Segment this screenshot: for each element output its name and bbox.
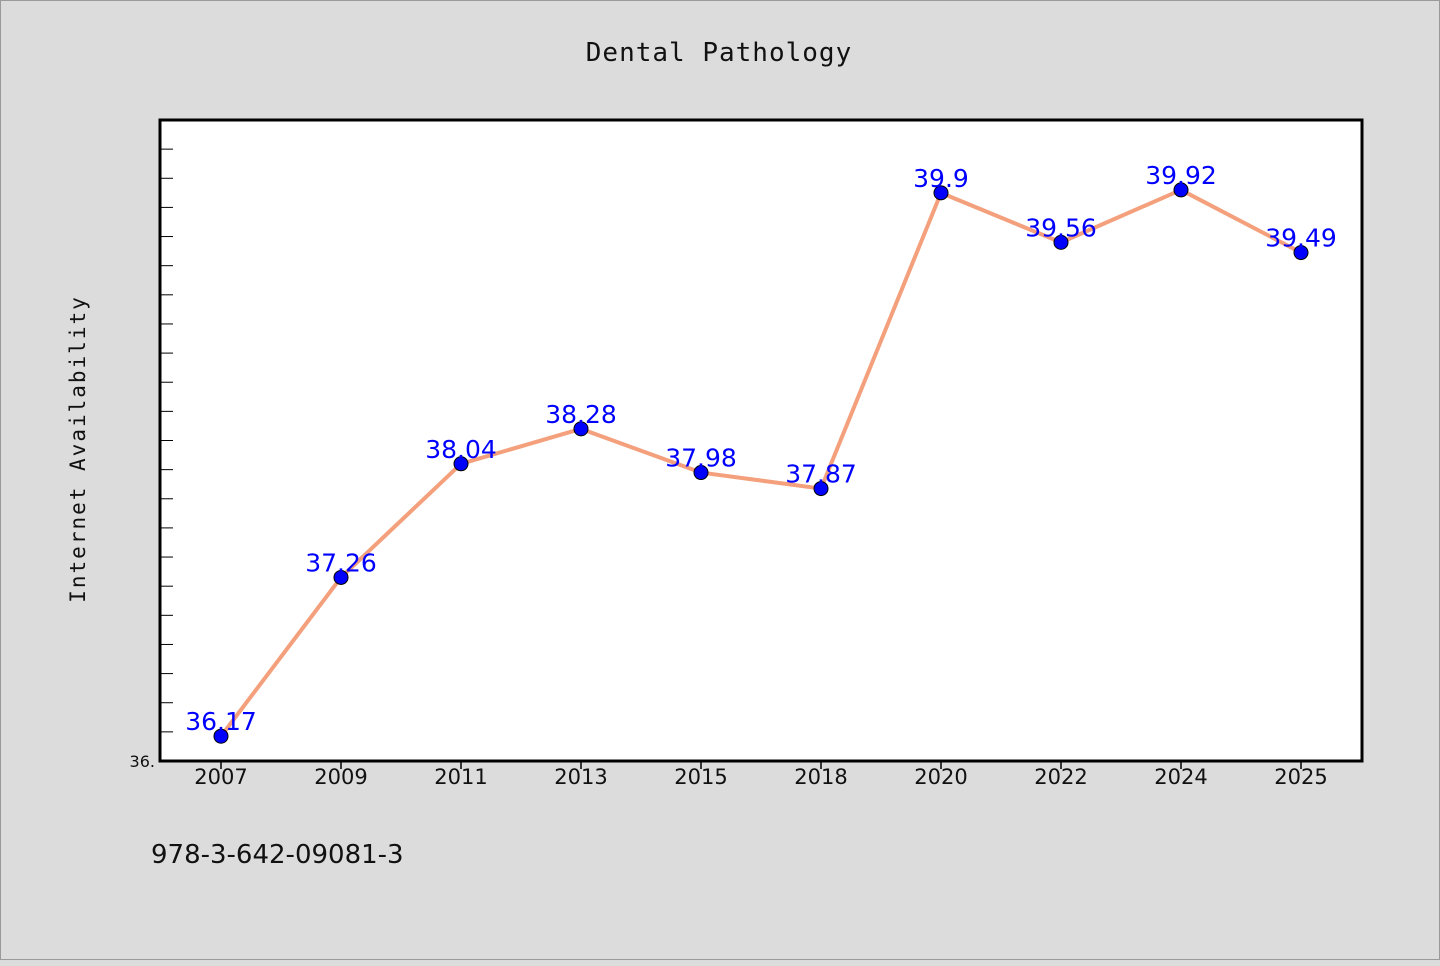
data-label: 37.98 <box>665 444 737 473</box>
caption-isbn: 978-3-642-09081-3 <box>151 840 404 870</box>
data-label: 37.87 <box>785 460 857 489</box>
data-point <box>933 185 949 201</box>
data-point <box>1053 234 1069 250</box>
data-label: 38.28 <box>545 400 617 429</box>
y-tick-label: 36. <box>130 752 155 771</box>
plot-area <box>158 118 1364 763</box>
data-label: 39.9 <box>913 164 969 193</box>
data-point <box>1293 245 1309 261</box>
data-point <box>813 481 829 497</box>
series-line-group: 36.17 37.26 38.04 38.28 37.98 37.87 39.9 39.56 3… <box>185 161 1337 744</box>
y-axis-ticks <box>160 148 173 733</box>
data-point <box>573 421 589 437</box>
data-point <box>453 456 469 472</box>
data-label: 39.49 <box>1265 224 1337 253</box>
data-point <box>213 728 229 744</box>
x-tick-label: 2009 <box>314 765 367 789</box>
series-line <box>219 187 1302 738</box>
x-tick-label: 2013 <box>554 765 607 789</box>
data-label: 39.92 <box>1145 161 1217 190</box>
data-label: 37.26 <box>305 548 377 577</box>
x-tick-label: 2025 <box>1274 765 1327 789</box>
x-tick-label: 2015 <box>674 765 727 789</box>
x-tick-label: 2022 <box>1034 765 1087 789</box>
data-label: 39.56 <box>1025 213 1097 242</box>
data-point <box>693 465 709 481</box>
y-axis-label: Internet Availability <box>66 295 90 603</box>
x-tick-label: 2011 <box>434 765 487 789</box>
data-point <box>333 569 349 585</box>
data-point <box>1173 182 1189 198</box>
x-tick-label: 2024 <box>1154 765 1207 789</box>
x-tick-label: 2018 <box>794 765 847 789</box>
data-label: 36.17 <box>185 707 257 736</box>
x-tick-label: 2020 <box>914 765 967 789</box>
x-tick-label: 2007 <box>194 765 247 789</box>
data-label: 38.04 <box>425 435 497 464</box>
chart-title: Dental Pathology <box>586 38 852 68</box>
x-axis-ticks: 2007 2009 2011 2013 2015 2018 2020 2022 2024 2025 <box>194 761 1328 789</box>
